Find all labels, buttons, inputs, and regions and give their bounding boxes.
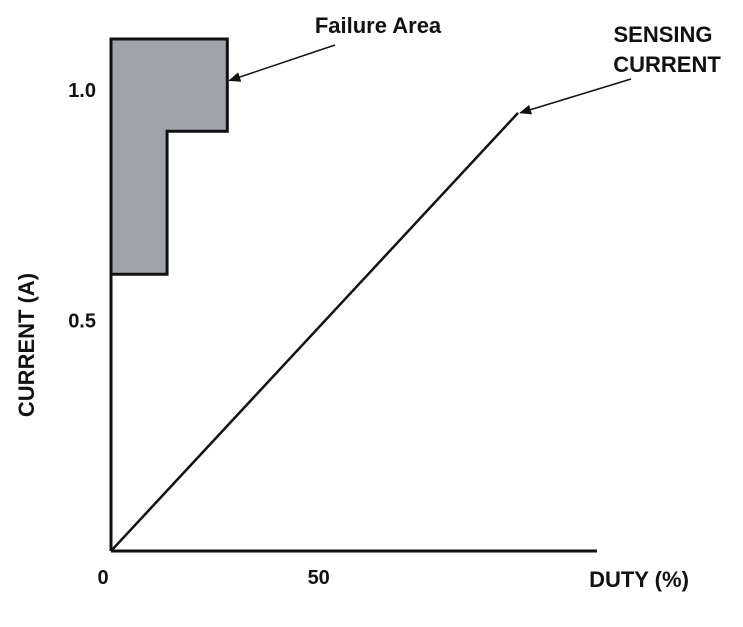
x-tick-label: 50 (308, 567, 330, 589)
failure-area-region (109, 37, 229, 276)
y-tick-label: 0.5 (68, 310, 96, 332)
annotation-sensing-current-line1: SENSING (613, 22, 712, 47)
x-tick-labels: 0 50 (97, 567, 329, 589)
y-tick-labels: 0.5 1.0 (68, 80, 96, 333)
arrow-failure-area (228, 44, 336, 82)
annotation-sensing-current-line2: CURRENT (613, 52, 721, 77)
arrow-sensing-current (519, 78, 632, 115)
annotation-failure-area: Failure Area (315, 13, 442, 38)
x-tick-label: 0 (97, 567, 108, 589)
x-axis-label: DUTY (%) (589, 567, 689, 592)
series-line-sensing-current (110, 112, 519, 552)
y-axis-label: CURRENT (A) (14, 273, 39, 417)
y-tick-label: 1.0 (68, 80, 96, 102)
